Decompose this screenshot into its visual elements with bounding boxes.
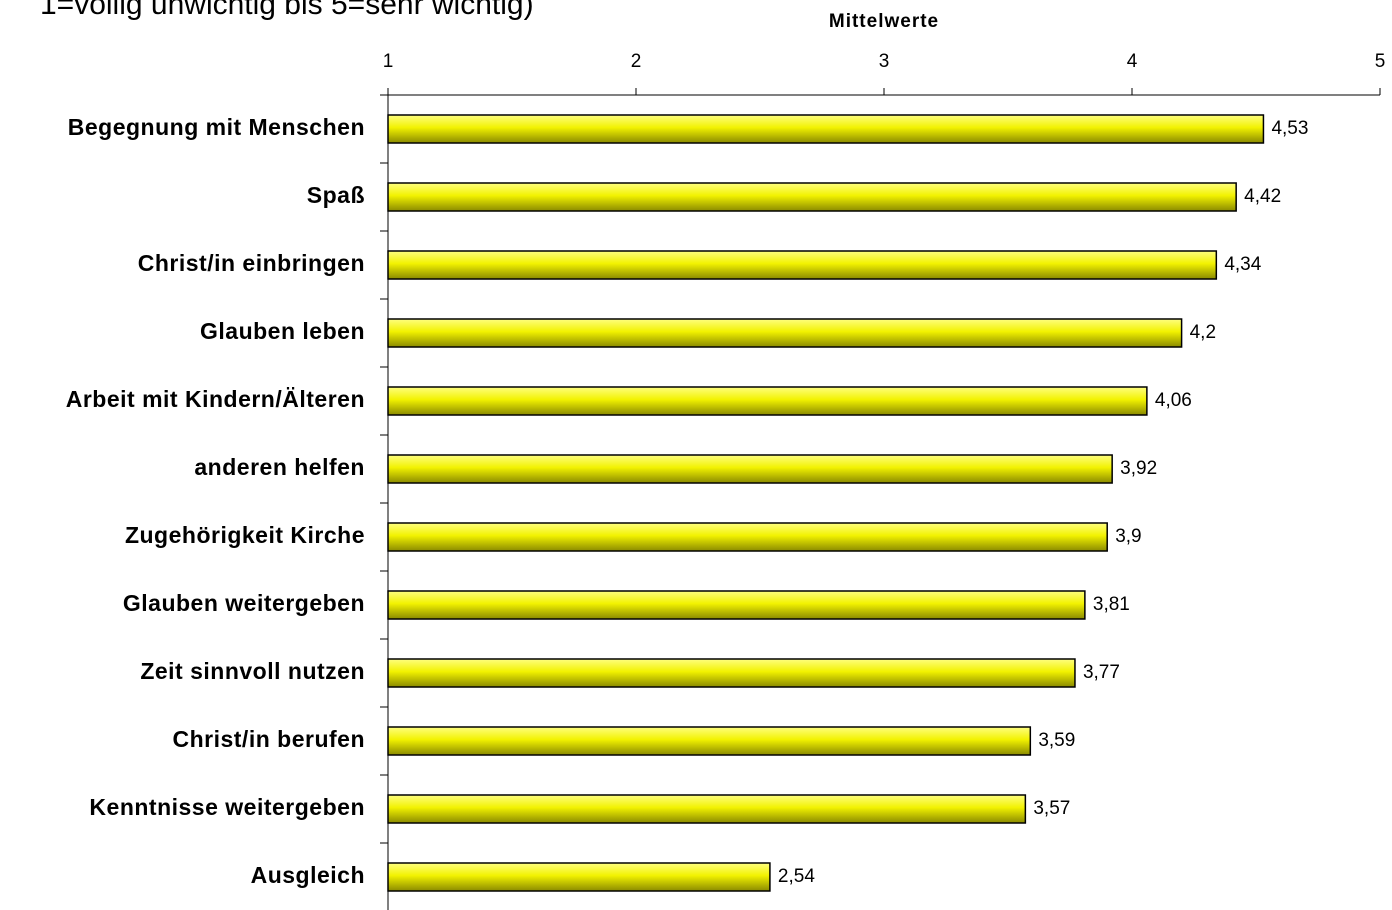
- y-tick-label: Zeit sinnvoll nutzen: [140, 658, 365, 684]
- x-tick-label: 3: [879, 51, 890, 72]
- value-label: 4,34: [1224, 254, 1261, 275]
- y-tick-label: Glauben weitergeben: [123, 590, 365, 616]
- subtitle: 1=völlig unwichtig bis 5=sehr wichtig): [40, 0, 534, 21]
- value-label: 3,59: [1038, 730, 1075, 751]
- bar: [387, 454, 1113, 484]
- value-label: 4,53: [1271, 118, 1308, 139]
- bar: [387, 862, 771, 892]
- y-tick-label: anderen helfen: [194, 454, 365, 480]
- bar: [387, 250, 1218, 280]
- y-tick-label: Glauben leben: [200, 318, 365, 344]
- value-label: 3,57: [1033, 798, 1070, 819]
- bar: [387, 522, 1108, 552]
- x-tick-label: 4: [1127, 51, 1138, 72]
- value-label: 3,77: [1083, 662, 1120, 683]
- x-tick-label: 1: [383, 51, 394, 72]
- y-tick-label: Arbeit mit Kindern/Älteren: [66, 386, 365, 412]
- value-label: 3,92: [1120, 458, 1157, 479]
- bar: [387, 182, 1237, 212]
- value-label: 3,81: [1093, 594, 1130, 615]
- value-label: 4,42: [1244, 186, 1281, 207]
- axis-title: Mittelwerte: [829, 11, 939, 32]
- y-tick-label: Zugehörigkeit Kirche: [125, 522, 365, 548]
- bar: [387, 726, 1032, 756]
- y-tick-label: Ausgleich: [251, 862, 365, 888]
- bar: [387, 318, 1183, 348]
- bar: [387, 386, 1148, 416]
- y-tick-label: Begegnung mit Menschen: [68, 114, 365, 140]
- bar: [387, 114, 1265, 144]
- bar: [387, 794, 1027, 824]
- y-tick-label: Spaß: [307, 182, 365, 208]
- value-label: 4,06: [1155, 390, 1192, 411]
- value-label: 4,2: [1190, 322, 1216, 343]
- bar: [387, 590, 1086, 620]
- y-tick-label: Christ/in berufen: [172, 726, 365, 752]
- value-label: 2,54: [778, 866, 815, 887]
- y-tick-label: Christ/in einbringen: [138, 250, 365, 276]
- value-label: 3,9: [1115, 526, 1141, 547]
- bar: [387, 658, 1076, 688]
- y-tick-label: Kenntnisse weitergeben: [89, 794, 365, 820]
- x-tick-label: 5: [1375, 51, 1386, 72]
- x-tick-label: 2: [631, 51, 642, 72]
